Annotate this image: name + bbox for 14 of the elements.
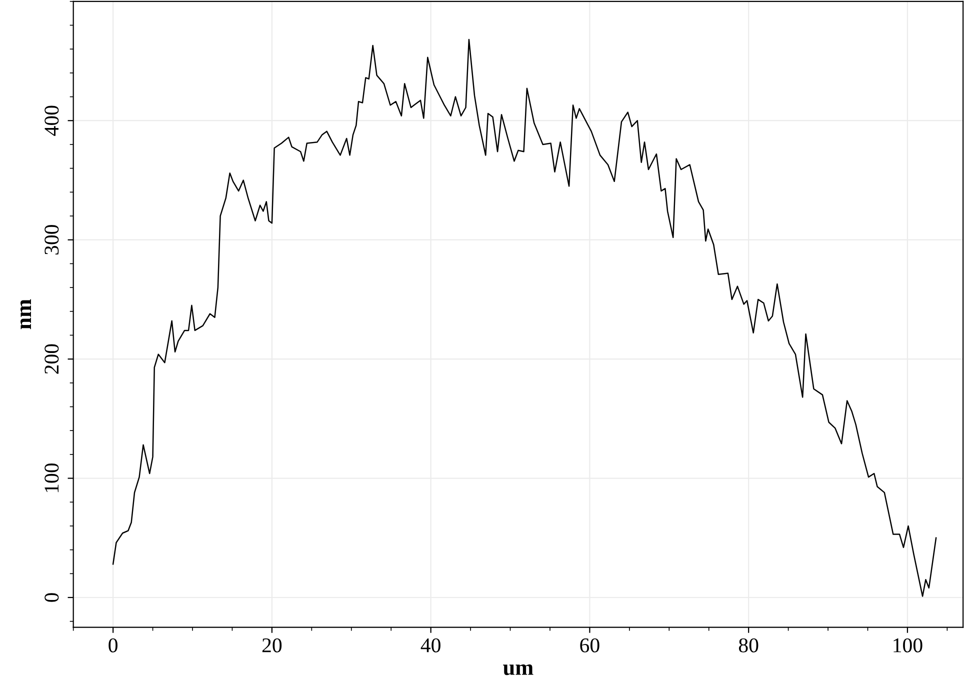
y-tick-label: 400 — [44, 106, 59, 136]
line-series — [112, 38, 937, 597]
y-tick-label: 200 — [44, 344, 59, 374]
x-axis-title: um — [503, 664, 534, 676]
x-tick-label: 100 — [894, 638, 922, 652]
x-tick-label: 60 — [580, 638, 600, 652]
x-tick-label: 40 — [420, 638, 440, 652]
y-axis-title: nm — [20, 299, 31, 330]
y-tick-label: 300 — [44, 225, 59, 254]
x-tick-label: 20 — [262, 638, 282, 652]
x-tick-label: 0 — [108, 638, 118, 652]
y-tick-label: 100 — [44, 463, 59, 492]
y-tick-label: 0 — [44, 593, 59, 602]
x-tick-label: 80 — [738, 638, 758, 652]
